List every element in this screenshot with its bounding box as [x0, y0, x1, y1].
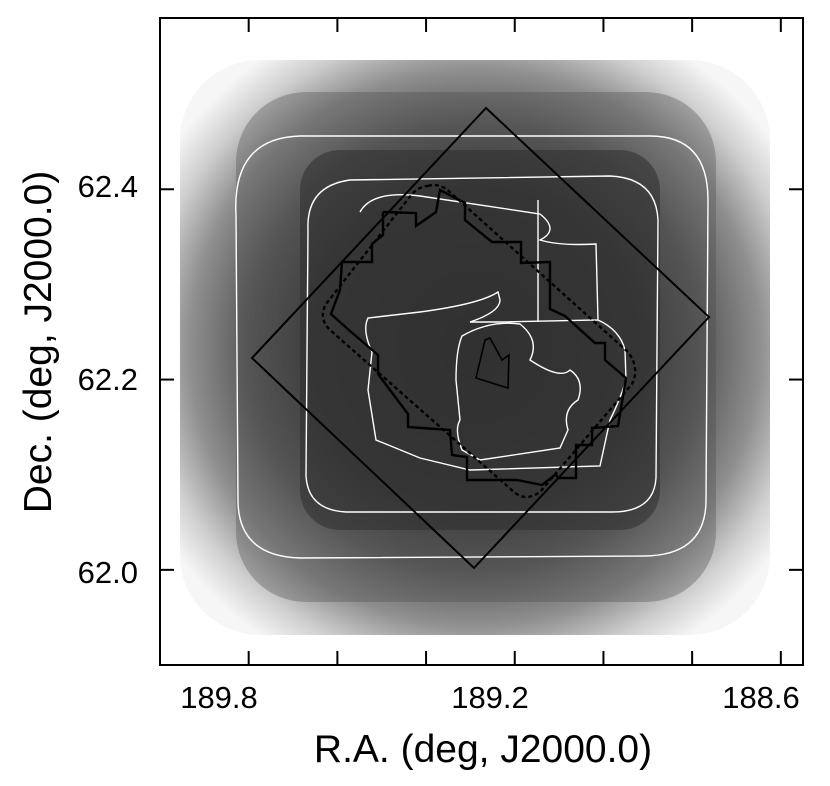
- y-tick-label: 62.4: [78, 169, 138, 204]
- contour-middle: [305, 175, 659, 513]
- exposure-contours: [235, 135, 709, 559]
- central-small-field: [475, 336, 510, 390]
- contour-outer: [235, 135, 709, 559]
- axes-frame: [159, 17, 804, 666]
- contour-core: [455, 322, 581, 461]
- axis-ticks: [160, 18, 803, 665]
- stepped-field-outline: [329, 188, 628, 487]
- y-axis-label: Dec. (deg, J2000.0): [17, 171, 60, 514]
- x-tick-label: 189.8: [180, 680, 258, 715]
- x-tick-label: 188.6: [722, 680, 800, 715]
- rotated-square-field: [250, 106, 711, 570]
- x-tick-label: 189.2: [451, 680, 529, 715]
- y-tick-label: 62.2: [78, 362, 138, 397]
- y-tick-label: 62.0: [78, 555, 138, 590]
- x-axis-label: R.A. (deg, J2000.0): [314, 728, 652, 771]
- exposure-image: [180, 60, 770, 635]
